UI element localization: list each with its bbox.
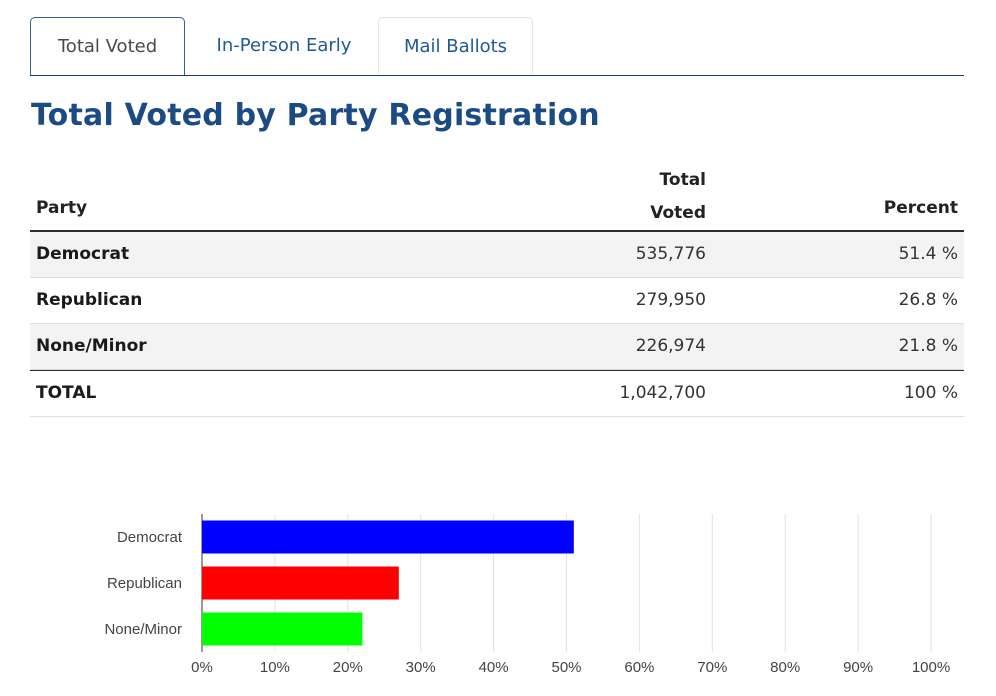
party-bar-chart: 0% 10% 20% 30% 40% 50% 60% 70% 80% 90% 100% Democra…	[104, 514, 950, 676]
category-label: Democrat	[117, 529, 183, 546]
table-row: Democrat 535,776 51.4 %	[30, 232, 964, 278]
table-row: Republican 279,950 26.8 %	[30, 278, 964, 324]
header-total-voted-line1: Total	[659, 170, 706, 190]
x-tick-label: 60%	[624, 659, 654, 676]
category-label: Republican	[107, 575, 182, 592]
x-tick-label: 30%	[406, 659, 436, 676]
x-tick-label: 40%	[479, 659, 509, 676]
x-tick-label: 50%	[551, 659, 581, 676]
row-percent: 51.4 %	[898, 244, 958, 264]
row-percent: 26.8 %	[898, 290, 958, 310]
row-percent: 21.8 %	[898, 336, 958, 356]
row-voted: 226,974	[635, 336, 706, 356]
table-total-row: TOTAL 1,042,700 100 %	[30, 370, 964, 417]
tab-in-person-early[interactable]: In-Person Early	[216, 35, 352, 56]
table-header: Party Total Voted Percent	[30, 158, 964, 232]
header-total-voted-line2: Voted	[650, 203, 706, 223]
bar-democrat	[202, 520, 574, 554]
row-party: None/Minor	[36, 336, 147, 356]
category-label: None/Minor	[104, 621, 182, 638]
x-tick-label: 70%	[697, 659, 727, 676]
header-total-voted: Total Voted	[650, 164, 706, 230]
party-table: Party Total Voted Percent Democrat 535,7…	[30, 158, 964, 417]
x-tick-label: 10%	[260, 659, 290, 676]
x-tick-label: 20%	[333, 659, 363, 676]
table-row: None/Minor 226,974 21.8 %	[30, 324, 964, 370]
page-title: Total Voted by Party Registration	[31, 98, 600, 133]
row-voted: 279,950	[635, 290, 706, 310]
total-voted: 1,042,700	[619, 383, 706, 403]
header-party: Party	[36, 198, 88, 218]
bar-republican	[202, 566, 399, 600]
tab-total-voted[interactable]: Total Voted	[30, 17, 185, 75]
header-percent: Percent	[883, 198, 958, 218]
row-voted: 535,776	[635, 244, 706, 264]
x-tick-label: 80%	[770, 659, 800, 676]
x-tick-label: 90%	[843, 659, 873, 676]
total-label: TOTAL	[36, 383, 97, 403]
bar-none-minor	[202, 612, 363, 646]
row-party: Republican	[36, 290, 143, 310]
tab-bar: Total Voted In-Person Early Mail Ballots	[30, 17, 964, 76]
total-percent: 100 %	[903, 383, 958, 403]
row-party: Democrat	[36, 244, 130, 264]
x-tick-label: 0%	[191, 659, 213, 676]
tab-mail-ballots[interactable]: Mail Ballots	[378, 17, 533, 74]
x-tick-label: 100%	[912, 659, 950, 676]
